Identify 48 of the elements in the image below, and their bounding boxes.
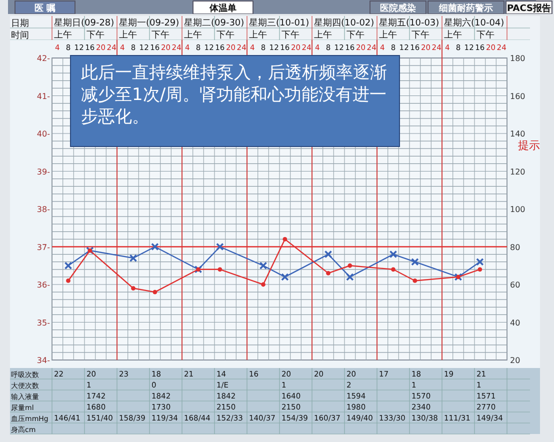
- y-tick-label: 36-: [36, 280, 50, 290]
- text: 星期一(09-29): [119, 18, 180, 28]
- annotation: 此后一直持续维持泵入，后透析频率逐渐减少至1次/周。肾功能和心功能没有进一步恶化。: [70, 55, 400, 147]
- text: 星期四(10-02): [314, 18, 374, 28]
- text: 下午: [216, 30, 234, 40]
- text: 上午: [119, 30, 137, 40]
- y-tick-label: 时间: [11, 30, 29, 41]
- y-tick-label: 40-: [36, 130, 50, 138]
- text: 上午: [249, 30, 267, 40]
- y-tick-label: 日期: [11, 18, 29, 29]
- text: 下午: [412, 30, 430, 40]
- text: 下午: [346, 30, 364, 40]
- y-tick-label: 41-: [36, 92, 50, 101]
- y-tick-label: 38-: [36, 205, 50, 214]
- text: 下午: [86, 30, 104, 40]
- text: 细菌耐药警示: [438, 3, 493, 14]
- text: 体温单: [208, 3, 236, 14]
- text: 提示: [518, 138, 540, 153]
- text: 上午: [314, 30, 332, 40]
- y2-tick-label: 60: [510, 280, 520, 290]
- text: 上午: [379, 30, 397, 40]
- y-tick-label: 37-: [36, 242, 50, 252]
- text: PACS报告: [507, 3, 551, 14]
- text: 下午: [152, 30, 170, 40]
- text: 星期日(09-28): [54, 18, 114, 28]
- text: 上午: [54, 30, 72, 40]
- text: 上午: [444, 30, 462, 40]
- y2-tick-label: 40: [510, 318, 520, 328]
- y-tick-label: 35-: [36, 318, 50, 328]
- text: 医院感染: [380, 3, 416, 14]
- text: 星期五(10-03): [379, 18, 440, 28]
- text: 上午: [184, 30, 202, 40]
- y2-tick-label: 160: [510, 92, 526, 101]
- text: 医 嘱: [34, 3, 56, 14]
- text: 星期三(10-01): [249, 18, 310, 28]
- y-tick-label: 42-: [36, 54, 50, 63]
- text: 下午: [476, 30, 494, 40]
- text: 星期六(10-04): [444, 18, 504, 28]
- y2-tick-label: 140: [510, 130, 526, 138]
- y-tick-label: 39-: [36, 167, 50, 176]
- y-tick-label: 34-: [36, 356, 50, 365]
- y2-tick-label: 180: [510, 54, 526, 63]
- y2-tick-label: 120: [510, 167, 526, 176]
- text: 下午: [282, 30, 300, 40]
- y2-tick-label: 80: [510, 242, 520, 252]
- y2-tick-label: 100: [510, 205, 526, 214]
- text: 星期二(09-30): [184, 18, 244, 28]
- y2-tick-label: 20: [510, 356, 520, 365]
